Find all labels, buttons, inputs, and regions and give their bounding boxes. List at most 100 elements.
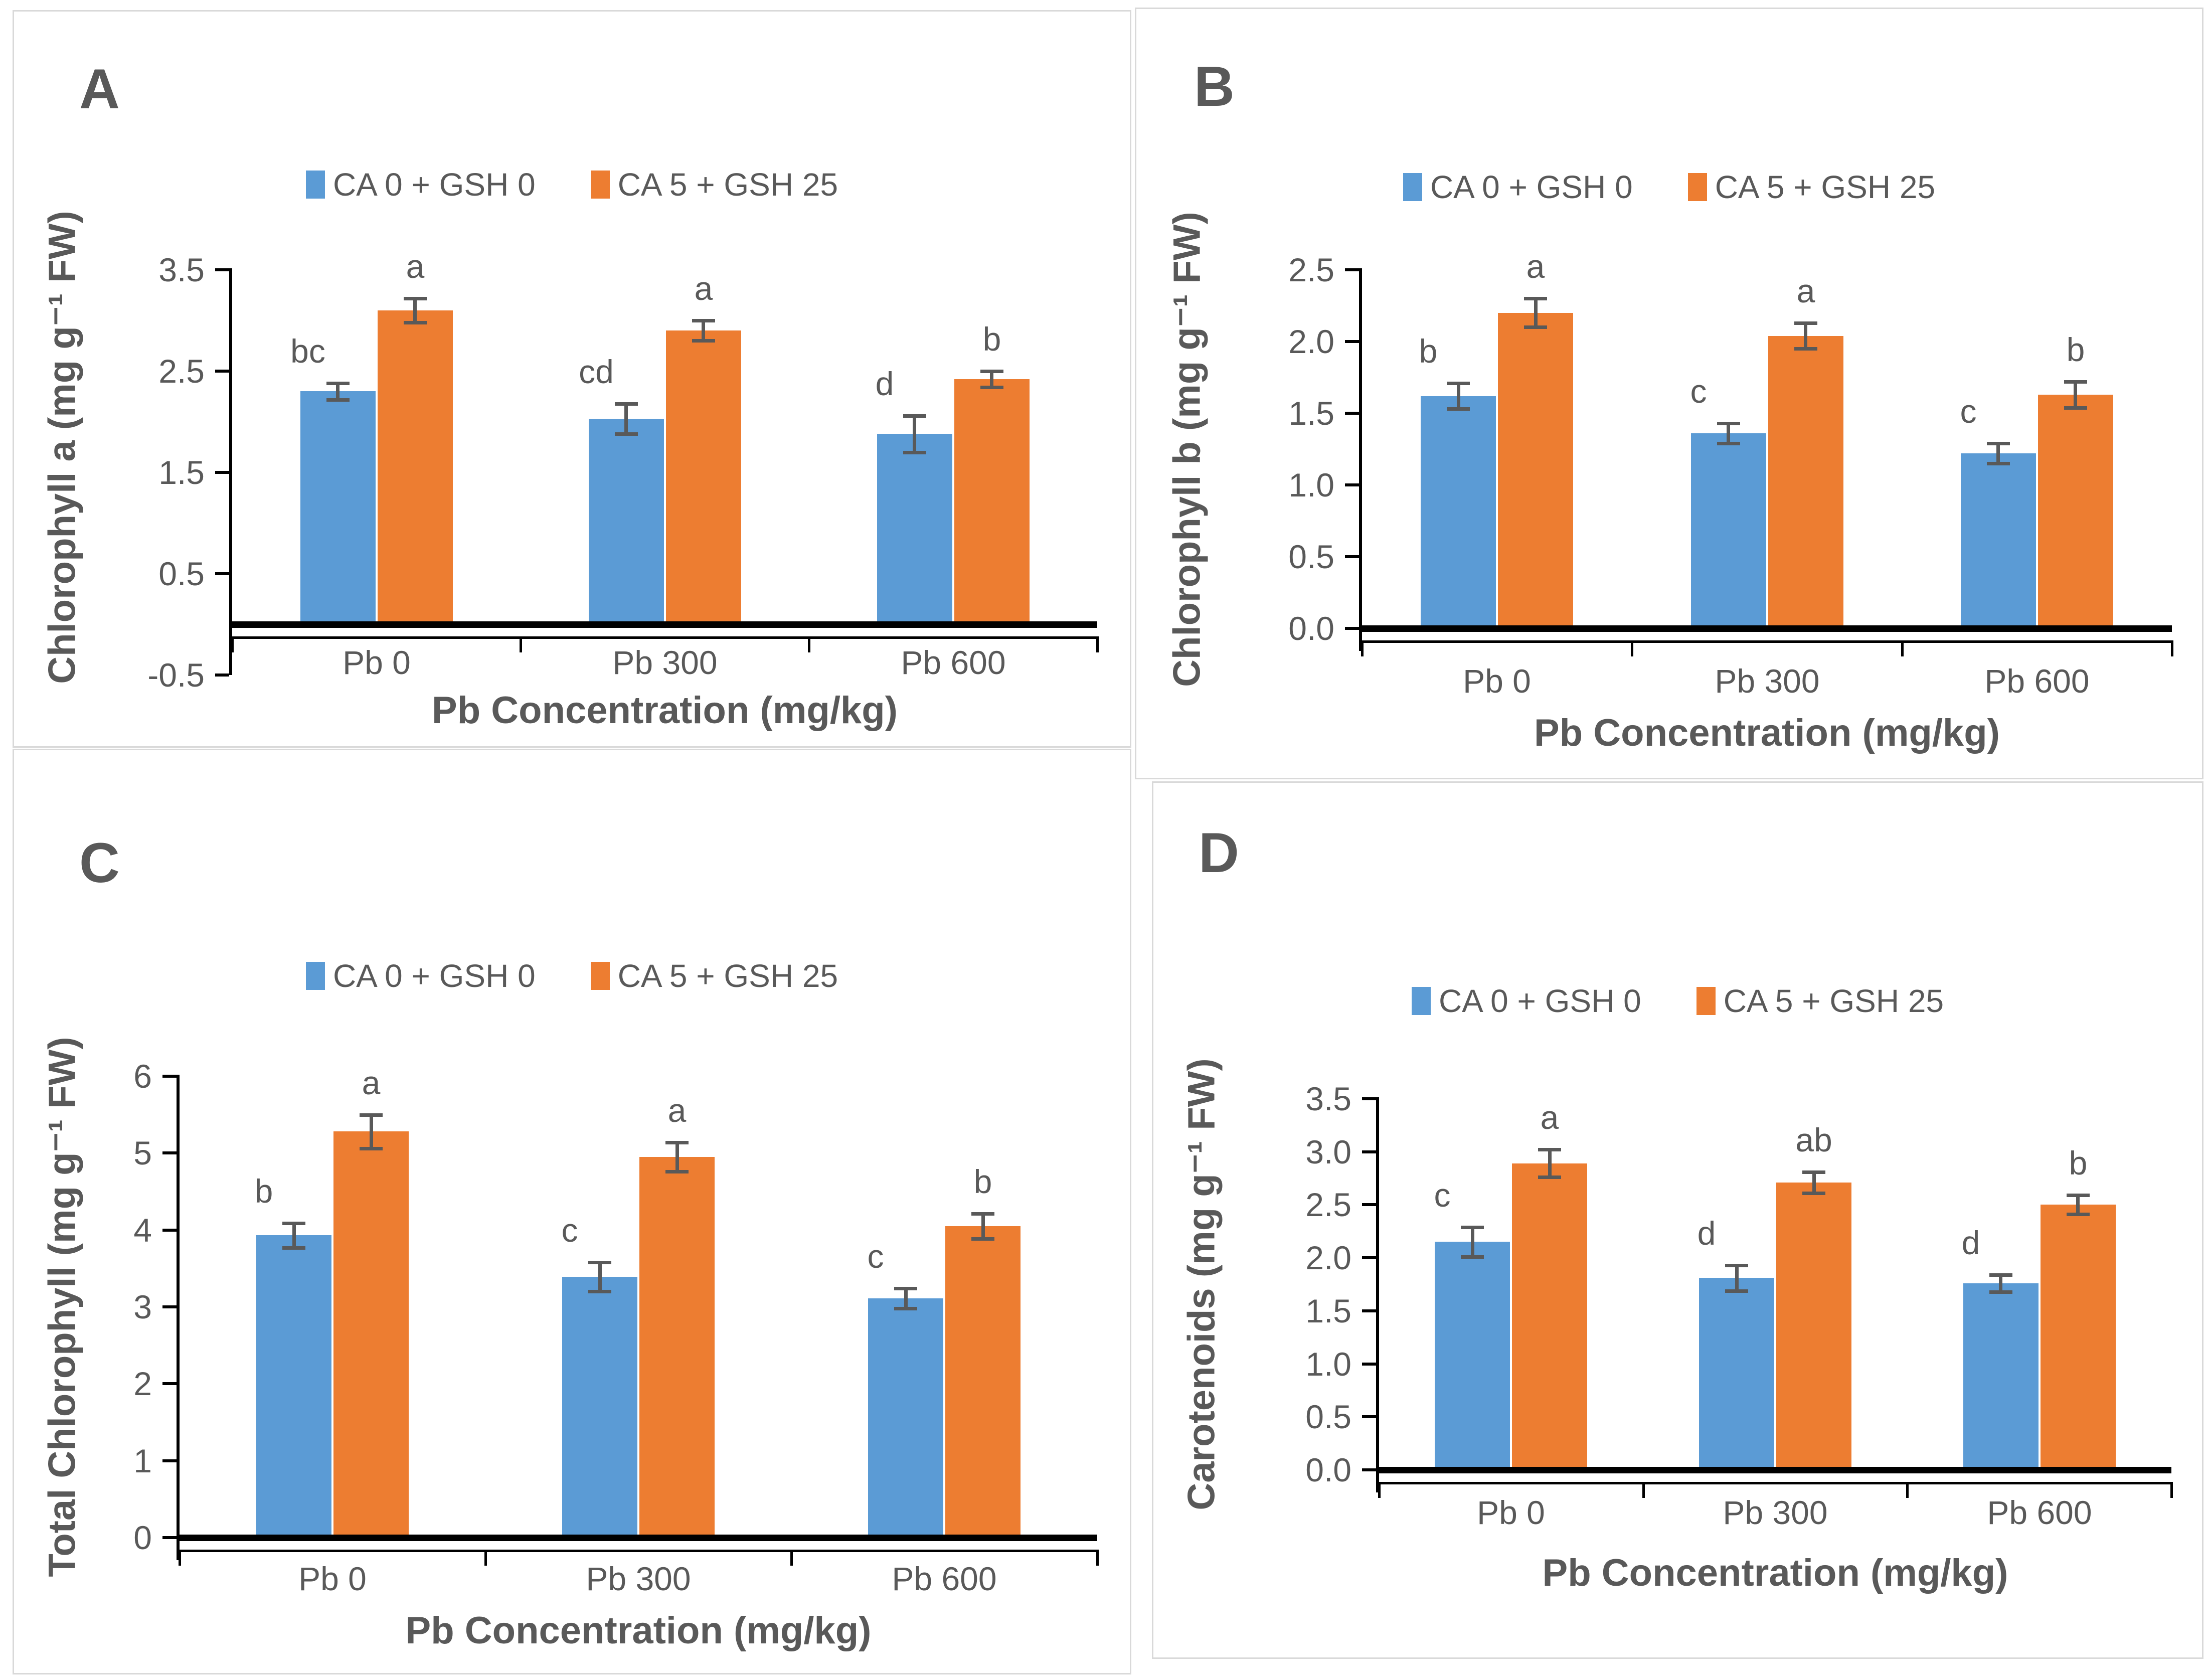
legend-label: CA 0 + GSH 0 <box>1430 169 1633 205</box>
error-bar-cap-top <box>1802 1170 1825 1174</box>
error-bar-cap-top <box>980 370 1003 373</box>
category-tick <box>484 1550 487 1566</box>
legend: CA 0 + GSH 0 CA 5 + GSH 25 <box>14 162 1130 207</box>
error-bar-line <box>904 1288 908 1308</box>
sig-letter: d <box>1697 1215 1716 1252</box>
error-bar-cap-top <box>404 297 427 300</box>
legend-label: CA 0 + GSH 0 <box>332 958 536 994</box>
error-bar-cap-top <box>615 402 638 406</box>
y-tick-label: 5 <box>133 1134 152 1171</box>
legend-label: CA 0 + GSH 0 <box>1438 983 1641 1019</box>
y-tick-label: 3.5 <box>158 251 205 288</box>
error-bar-cap-top <box>894 1287 917 1290</box>
error-bar-line <box>1812 1172 1816 1193</box>
y-tick-label: 1.5 <box>158 454 205 491</box>
y-tick <box>1362 1097 1376 1100</box>
error-bar-cap-top <box>588 1261 611 1264</box>
y-axis-line <box>1376 1097 1379 1492</box>
category-tick <box>2171 640 2173 656</box>
y-tick-label: 1.5 <box>1305 1292 1351 1329</box>
error-bar-cap-bottom <box>665 1170 689 1173</box>
y-tick-label: 2.0 <box>1288 323 1334 360</box>
bar-orange <box>954 379 1030 624</box>
y-axis-line <box>229 268 232 675</box>
category-label: Pb 300 <box>612 644 718 681</box>
bar-orange <box>1512 1163 1587 1470</box>
legend-swatch-blue-icon <box>305 962 325 990</box>
category-tick <box>1631 640 1633 656</box>
y-tick <box>162 1382 177 1385</box>
error-bar-cap-bottom <box>1794 347 1817 351</box>
bar-blue <box>589 419 664 624</box>
y-tick <box>162 1305 177 1308</box>
y-tick <box>1362 1468 1376 1471</box>
y-tick <box>1362 1203 1376 1206</box>
y-tick-label: 1.5 <box>1288 395 1334 432</box>
error-bar-cap-top <box>282 1222 305 1225</box>
error-bar-cap-bottom <box>2067 1213 2090 1216</box>
error-bar-line <box>413 298 417 322</box>
error-bar-line <box>1996 443 2000 463</box>
error-bar-cap-top <box>1538 1148 1561 1151</box>
legend-swatch-blue-icon <box>1411 987 1431 1015</box>
legend-label: CA 5 + GSH 25 <box>617 166 838 203</box>
panel-C: C CA 0 + GSH 0 CA 5 + GSH 25 Total Chlor… <box>13 749 1131 1674</box>
sig-letter: a <box>694 270 713 307</box>
sig-letter: b <box>973 1163 992 1200</box>
sig-letter: cd <box>579 353 614 390</box>
y-tick-label: 0.5 <box>1288 538 1334 575</box>
category-label: Pb 0 <box>1477 1494 1545 1531</box>
error-bar-line <box>981 1214 985 1238</box>
error-bar-cap-bottom <box>692 339 715 343</box>
y-tick-label: 1.0 <box>1305 1346 1351 1383</box>
legend: CA 0 + GSH 0 CA 5 + GSH 25 <box>1136 164 2202 210</box>
y-tick-label: 2.5 <box>1288 251 1334 288</box>
panel-letter: D <box>1199 821 1239 884</box>
legend-swatch-orange-icon <box>590 962 610 990</box>
bar-blue <box>1963 1283 2039 1470</box>
bar-orange <box>1776 1183 1851 1470</box>
error-bar-cap-bottom <box>404 321 427 324</box>
y-tick <box>1362 1415 1376 1418</box>
y-tick-label: 3 <box>133 1288 152 1325</box>
legend-item: CA 0 + GSH 0 <box>305 957 536 994</box>
x-axis-title: Pb Concentration (mg/kg) <box>1534 712 2000 754</box>
error-bar-cap-bottom <box>1725 1289 1748 1293</box>
error-bar-cap-bottom <box>1524 325 1547 329</box>
bar-orange <box>333 1131 409 1538</box>
error-bar-cap-top <box>692 319 715 322</box>
bar-blue <box>868 1298 943 1538</box>
category-tick <box>2170 1482 2173 1498</box>
error-bar-cap-top <box>1524 297 1547 300</box>
error-bar-cap-top <box>1447 382 1470 385</box>
error-bar-cap-bottom <box>1538 1175 1561 1179</box>
panel-A: A CA 0 + GSH 0 CA 5 + GSH 25 Chlorophyll… <box>13 10 1131 748</box>
legend-swatch-orange-icon <box>590 171 610 199</box>
y-tick <box>1345 412 1359 415</box>
sig-letter: a <box>362 1064 381 1101</box>
legend-item: CA 5 + GSH 25 <box>1696 982 1944 1020</box>
y-tick <box>162 1075 177 1078</box>
error-bar-cap-top <box>1987 442 2010 445</box>
error-bar-line <box>1999 1275 2002 1292</box>
error-bar-cap-top <box>971 1212 994 1216</box>
legend-swatch-blue-icon <box>1403 173 1422 201</box>
legend-swatch-orange-icon <box>1687 173 1707 201</box>
y-tick <box>1345 340 1359 343</box>
sig-letter: a <box>1540 1099 1559 1136</box>
error-bar-cap-top <box>326 382 350 385</box>
sig-letter: a <box>406 248 425 285</box>
error-bar-line <box>292 1223 296 1248</box>
y-axis-line <box>177 1075 180 1560</box>
bar-orange <box>2038 395 2113 628</box>
y-axis-line <box>1359 268 1362 651</box>
y-tick <box>1362 1150 1376 1153</box>
error-bar-cap-bottom <box>615 432 638 436</box>
error-bar-line <box>1804 323 1807 349</box>
category-tick <box>1906 1482 1909 1498</box>
panel-letter: A <box>79 58 120 120</box>
category-label: Pb 0 <box>343 644 411 681</box>
y-tick-label: 0.5 <box>1305 1398 1351 1435</box>
legend-label: CA 0 + GSH 0 <box>332 166 536 203</box>
